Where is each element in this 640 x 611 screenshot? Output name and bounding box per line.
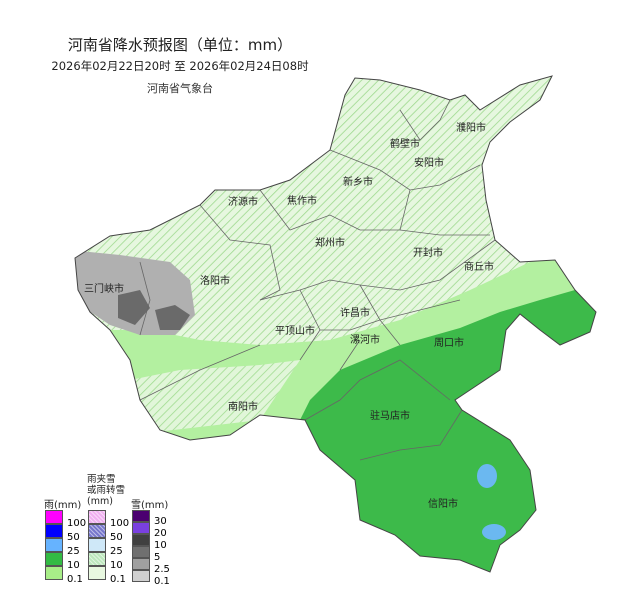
city-label: 开封市: [413, 246, 443, 259]
legend-rain-swatch: [45, 510, 63, 524]
legend-mix-title-3: (mm): [87, 496, 113, 507]
city-label: 南阳市: [228, 400, 258, 413]
legend-rain-swatch: [45, 538, 63, 552]
city-label: 商丘市: [464, 260, 494, 273]
legend-rain-label: 100: [67, 518, 87, 529]
legend-snow-swatch: [132, 558, 150, 570]
map-title: 河南省降水预报图（单位：mm）: [67, 36, 293, 54]
snow-mid-zone: [118, 290, 150, 325]
city-label: 漯河市: [350, 333, 380, 346]
city-boundaries: [139, 99, 496, 461]
legend-mix-label: 25: [110, 546, 123, 557]
legend-rain-swatch: [45, 552, 63, 566]
city-label: 三门峡市: [84, 282, 124, 295]
legend-mix-swatch: [88, 510, 106, 524]
city-label: 洛阳市: [200, 274, 230, 287]
city-label: 驻马店市: [370, 409, 410, 422]
forecast-period: 2026年02月22日20时 至 2026年02月24日08时: [51, 59, 309, 73]
rain-heavy-zone: [482, 524, 506, 540]
legend-mix-title: 雨夹雪 或雨转雪 (mm): [87, 474, 125, 507]
legend-mix-label: 0.1: [110, 574, 126, 585]
legend-mix-swatch: [88, 566, 106, 580]
city-label: 濮阳市: [456, 121, 486, 134]
city-label: 平顶山市: [275, 324, 315, 337]
city-label: 周口市: [434, 336, 464, 349]
city-label: 许昌市: [340, 306, 370, 319]
legend-snow-swatch: [132, 570, 150, 582]
legend-snow-swatch: [132, 546, 150, 558]
legend-snow-label: 5: [154, 552, 161, 563]
city-label: 新乡市: [343, 175, 373, 188]
legend-snow-label: 0.1: [154, 576, 170, 587]
legend-mix-label: 100: [110, 518, 130, 529]
city-label: 济源市: [228, 195, 258, 208]
legend-rain-label: 25: [67, 546, 80, 557]
city-label: 鹤壁市: [390, 137, 420, 150]
legend-snow-swatch: [132, 522, 150, 534]
legend-rain-swatch: [45, 566, 63, 580]
legend-snow-swatch: [132, 510, 150, 522]
snow-mid-zone: [155, 305, 190, 330]
legend-snow-label: 20: [154, 528, 167, 539]
legend-snow-label: 30: [154, 516, 167, 527]
legend-snow-swatch: [132, 534, 150, 546]
city-label: 焦作市: [287, 194, 317, 207]
legend-rain-swatch: [45, 524, 63, 538]
legend-rain-title: 雨(mm): [44, 500, 82, 511]
legend-snow-title: 雪(mm): [131, 500, 169, 511]
legend-mix-swatch: [88, 524, 106, 538]
legend-rain-label: 10: [67, 560, 80, 571]
city-label: 信阳市: [428, 497, 458, 510]
rain-heavy-zone: [477, 464, 497, 488]
legend-mix-label: 10: [110, 560, 123, 571]
issuer: 河南省气象台: [147, 82, 213, 95]
legend-mix-title-1: 雨夹雪: [87, 474, 116, 485]
city-label: 安阳市: [414, 156, 444, 169]
legend-snow-label: 2.5: [154, 564, 170, 575]
legend-mix-swatch: [88, 552, 106, 566]
legend-mix-title-2: 或雨转雪: [87, 485, 126, 496]
legend-snow-label: 10: [154, 540, 167, 551]
city-label: 郑州市: [315, 236, 345, 249]
legend-rain-label: 0.1: [67, 574, 83, 585]
legend-mix-swatch: [88, 538, 106, 552]
legend-rain-label: 50: [67, 532, 80, 543]
legend-mix-label: 50: [110, 532, 123, 543]
